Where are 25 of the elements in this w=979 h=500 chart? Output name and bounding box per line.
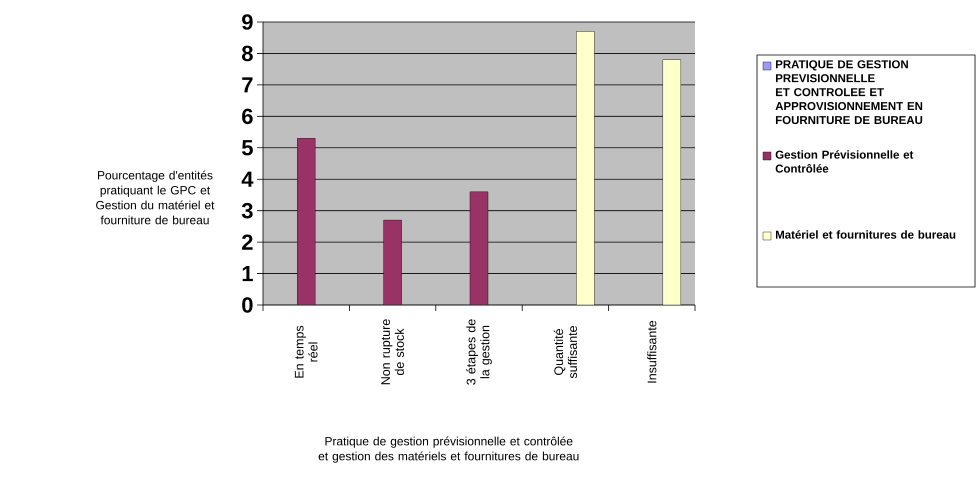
bar	[662, 60, 682, 305]
x-tick-label: Quantité suffisante	[554, 326, 578, 378]
bar	[576, 31, 595, 305]
x-axis-title: Pratique de gestion prévisionnelle et contrôlée et gestion des matériels et fournitures de bureau	[318, 436, 579, 463]
y-tick-label: 2	[242, 234, 253, 250]
legend-label: PRATIQUE DE GESTION PREVISIONNELLE ET CONTROLEE ET APPROVISIONNEMENT EN FOURNITURE DE BUREAU	[775, 60, 922, 124]
y-tick-label: 5	[242, 140, 253, 156]
bar	[470, 192, 488, 305]
bar	[297, 138, 316, 305]
bar	[383, 220, 402, 305]
x-tick-label: Non rupture de stock	[381, 319, 404, 384]
x-tick-label: Insuffisante	[647, 320, 656, 383]
y-axis-title: Pourcentage d'entités pratiquant le GPC et Gestion du matériel et fourniture de bureau	[96, 170, 214, 224]
x-tick-label: En temps réel	[294, 326, 318, 378]
y-tick-label: 7	[242, 77, 253, 92]
legend-label: Matériel et fournitures de bureau	[776, 230, 956, 239]
y-tick-label: 3	[242, 202, 253, 218]
y-tick-label: 8	[242, 46, 253, 62]
x-tick-label: 3 étapes de la gestion	[466, 319, 492, 385]
legend-label: Gestion Prévisionnelle et Contrôlée	[776, 150, 914, 173]
y-tick-label: 4	[242, 172, 254, 187]
y-tick-label: 0	[242, 297, 253, 313]
y-tick-label: 9	[242, 14, 253, 30]
y-tick-label: 1	[242, 266, 253, 282]
y-tick-label: 6	[242, 108, 253, 124]
